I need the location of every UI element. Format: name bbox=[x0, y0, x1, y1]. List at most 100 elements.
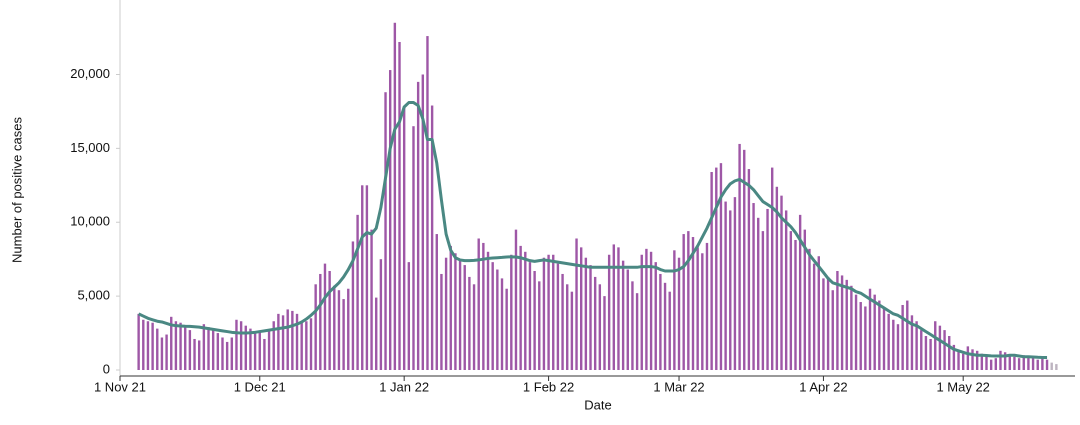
bar bbox=[458, 259, 462, 370]
bar bbox=[156, 328, 159, 370]
bar bbox=[733, 197, 737, 370]
bar bbox=[887, 313, 890, 370]
bar bbox=[552, 254, 555, 370]
bar bbox=[943, 330, 946, 370]
y-axis-title: Number of positive cases bbox=[9, 117, 24, 263]
bar bbox=[575, 238, 578, 370]
bar bbox=[985, 356, 988, 370]
x-axis-title: Date bbox=[584, 397, 611, 412]
bar bbox=[384, 92, 387, 371]
bar bbox=[412, 126, 415, 371]
bar bbox=[314, 284, 317, 370]
bar bbox=[999, 350, 1002, 370]
bar bbox=[561, 273, 564, 370]
bar bbox=[934, 321, 937, 370]
bar bbox=[542, 257, 546, 370]
bar bbox=[808, 248, 811, 370]
bar bbox=[789, 231, 793, 370]
bar bbox=[519, 245, 522, 370]
bar bbox=[784, 210, 788, 370]
bar bbox=[514, 229, 518, 370]
x-tick-label: 1 May 22 bbox=[936, 379, 989, 394]
bar bbox=[202, 324, 206, 370]
bar bbox=[263, 338, 266, 370]
bar bbox=[500, 278, 504, 370]
bar bbox=[505, 288, 508, 370]
bar bbox=[1003, 352, 1007, 370]
bar bbox=[645, 248, 648, 370]
bar bbox=[593, 276, 597, 370]
bar bbox=[975, 350, 979, 370]
bar bbox=[267, 330, 271, 370]
bar bbox=[1031, 358, 1035, 370]
bar bbox=[253, 333, 257, 370]
bar bbox=[454, 253, 457, 370]
bar bbox=[281, 315, 285, 370]
bar bbox=[146, 321, 150, 370]
bar bbox=[906, 300, 909, 370]
bar bbox=[757, 217, 760, 370]
bar bbox=[1013, 356, 1016, 370]
bar bbox=[952, 344, 956, 370]
bar bbox=[435, 234, 438, 370]
x-tick-label: 1 Feb 22 bbox=[523, 379, 574, 394]
y-tick-label: 20,000 bbox=[70, 66, 110, 81]
x-tick-label: 1 Apr 22 bbox=[799, 379, 847, 394]
bar bbox=[221, 337, 224, 370]
bar bbox=[677, 257, 681, 370]
bar bbox=[570, 291, 574, 370]
bar bbox=[258, 331, 261, 370]
bar bbox=[635, 293, 639, 370]
bar bbox=[151, 322, 154, 370]
bar bbox=[235, 319, 238, 370]
bar bbox=[291, 310, 294, 370]
bar bbox=[463, 265, 466, 370]
bar bbox=[468, 276, 471, 370]
bar bbox=[356, 214, 359, 370]
bar bbox=[743, 149, 746, 370]
x-tick-label: 1 Nov 21 bbox=[94, 379, 146, 394]
bar bbox=[444, 257, 448, 370]
bar bbox=[640, 254, 643, 370]
bar bbox=[416, 81, 420, 370]
bar bbox=[803, 229, 807, 370]
bar bbox=[775, 186, 779, 370]
bar bbox=[729, 210, 732, 370]
bar bbox=[617, 247, 620, 370]
bar bbox=[626, 269, 629, 370]
bar bbox=[528, 262, 532, 370]
bar bbox=[305, 321, 308, 370]
bar bbox=[430, 105, 434, 370]
bar bbox=[957, 350, 960, 370]
bar bbox=[482, 242, 485, 370]
bar bbox=[896, 324, 900, 370]
bar bbox=[379, 259, 383, 370]
bar bbox=[188, 330, 192, 370]
bar bbox=[421, 74, 425, 370]
bar bbox=[715, 167, 718, 370]
bar bbox=[654, 262, 657, 370]
bar bbox=[938, 325, 942, 370]
bar bbox=[137, 313, 140, 370]
bar bbox=[277, 313, 280, 370]
bar bbox=[538, 281, 541, 370]
bar bbox=[696, 247, 699, 370]
bar bbox=[668, 291, 671, 370]
bar bbox=[333, 285, 336, 370]
bar bbox=[831, 290, 834, 370]
bar bbox=[761, 231, 765, 370]
x-tick-label: 1 Jan 22 bbox=[379, 379, 429, 394]
bar bbox=[812, 263, 816, 370]
bar bbox=[747, 169, 751, 370]
bar bbox=[1022, 355, 1025, 370]
bar bbox=[440, 273, 443, 370]
bar bbox=[845, 279, 848, 370]
bar bbox=[631, 281, 634, 370]
bar bbox=[868, 288, 872, 370]
bar bbox=[738, 143, 741, 370]
bar bbox=[687, 231, 690, 370]
bar bbox=[794, 239, 797, 370]
y-tick-label: 15,000 bbox=[70, 140, 110, 155]
bar bbox=[193, 338, 196, 370]
